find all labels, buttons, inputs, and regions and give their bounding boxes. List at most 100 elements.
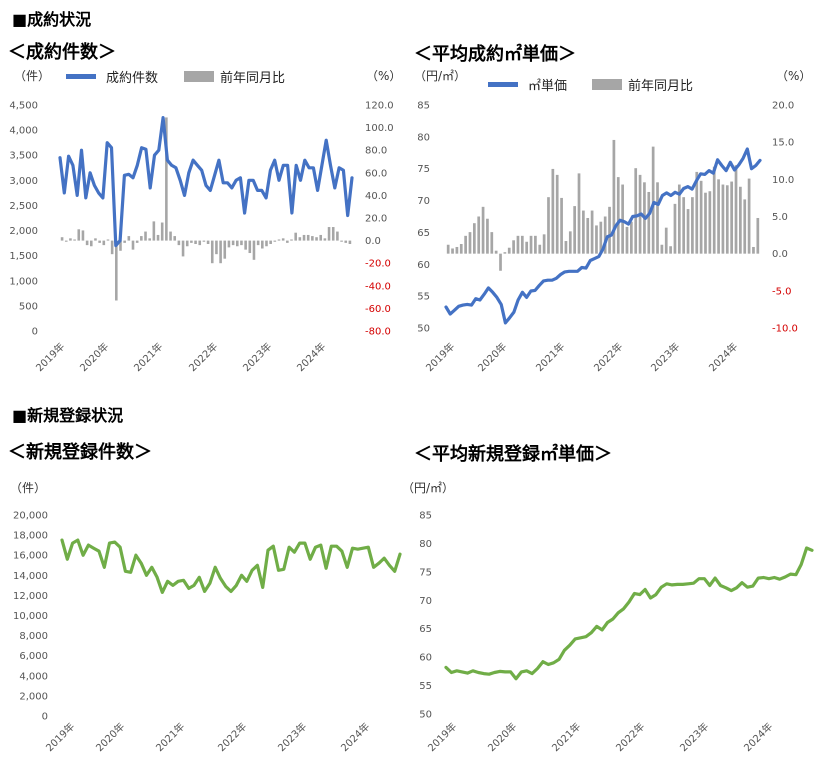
bar [756,217,760,254]
bar [699,180,703,254]
left-axis-tick-label: 65 [419,624,432,635]
legend-line-swatch [66,74,96,79]
bar [629,221,633,254]
legend-label: 前年同月比 [628,78,693,94]
bar [708,191,712,254]
bar [165,117,168,241]
bar [595,225,598,254]
bar [215,240,218,255]
bar [664,227,668,254]
bar [235,240,239,247]
bar [60,237,64,241]
x-axis-tick-label: 2024年 [706,340,740,374]
left-axis-tick-label: 55 [419,681,432,692]
left-axis-tick-label: 20,000 [13,511,48,522]
bar [64,240,68,242]
legend-label: 成約件数 [106,71,158,86]
left-axis-tick-label: 50 [419,710,432,721]
bar [252,240,256,260]
left-axis-tick-label: 55 [417,292,430,303]
bar [140,236,143,241]
bar [704,192,707,254]
bar [568,231,572,254]
left-axis-tick-label: 3,500 [9,151,38,162]
bar [468,232,472,254]
bar [135,240,139,243]
left-axis-tick-label: 6,000 [19,651,48,662]
bar [198,240,202,246]
right-axis-tick-label: -60.0 [365,304,391,315]
bar [695,171,699,254]
bar [302,234,306,241]
bar [747,178,751,254]
bar [110,240,114,255]
bar [231,240,235,246]
right-axis-tick-label: 0.0 [365,236,381,247]
bar [85,240,89,246]
x-axis-tick-label: 2021年 [549,720,583,754]
right-axis-tick-label: 5.0 [772,212,788,223]
x-axis-tick-label: 2023年 [275,720,309,754]
left-axis-tick-label: 1,500 [9,251,38,262]
bar [69,238,72,241]
legend-bar-swatch [592,79,622,90]
x-axis-tick-label: 2021年 [533,340,567,374]
left-axis-tick-label: 50 [417,324,430,335]
bar [290,239,293,241]
left-axis-tick-label: 2,000 [19,691,48,702]
bar [669,246,672,254]
chart-contracts-count: 0 500 1,000 1,500 2,000 2,500 3,000 3,500 4,000 4… [9,69,401,374]
bar [277,239,281,241]
bar [490,232,494,254]
bar [560,197,563,254]
left-axis-tick-label: 500 [19,301,38,312]
bar [734,165,738,254]
bar [538,244,542,254]
x-axis-tick-label: 2022年 [215,720,249,754]
bar [481,206,485,254]
left-axis-tick-label: 80 [417,132,430,143]
left-axis-tick-label: 0 [32,327,38,338]
chart-title-registrations-count: ＜新規登録件数＞ [8,442,152,463]
bar [451,248,454,254]
legend: 成約件数 前年同月比 [66,70,285,86]
bar [647,191,651,254]
bar [455,246,459,254]
bar [131,240,135,250]
left-axis-tick-label: 75 [419,567,432,578]
series-line [444,546,814,681]
bar [612,139,616,254]
bar [152,221,156,241]
left-axis-tick-label: 75 [417,164,430,175]
bar [73,239,76,241]
legend-label: 前年同月比 [220,70,285,86]
x-axis-tick-label: 2019年 [425,720,459,754]
bar [634,168,638,254]
bar [106,239,110,241]
bar [298,237,302,241]
bar [202,240,206,242]
x-axis-tick-label: 2020年 [93,720,127,754]
bar [344,240,348,243]
bar [446,244,450,254]
bar [542,234,546,254]
bar [486,218,489,254]
left-axis-tick-label: 1,000 [9,276,38,287]
bar [529,235,533,254]
chart-title-contracts-unit-price: ＜平均成約㎡単価＞ [414,44,576,65]
bar [219,240,222,264]
bar [190,240,193,243]
bar [123,240,126,243]
bar [115,240,118,301]
bar [459,244,463,254]
bar [520,235,524,254]
bar [261,240,264,249]
bar [244,240,247,250]
bar [516,235,520,254]
bar [306,234,310,241]
bar [327,227,331,241]
bar [616,177,620,254]
legend-line-swatch [488,82,518,87]
left-axis-tick-label: 10,000 [13,611,48,622]
